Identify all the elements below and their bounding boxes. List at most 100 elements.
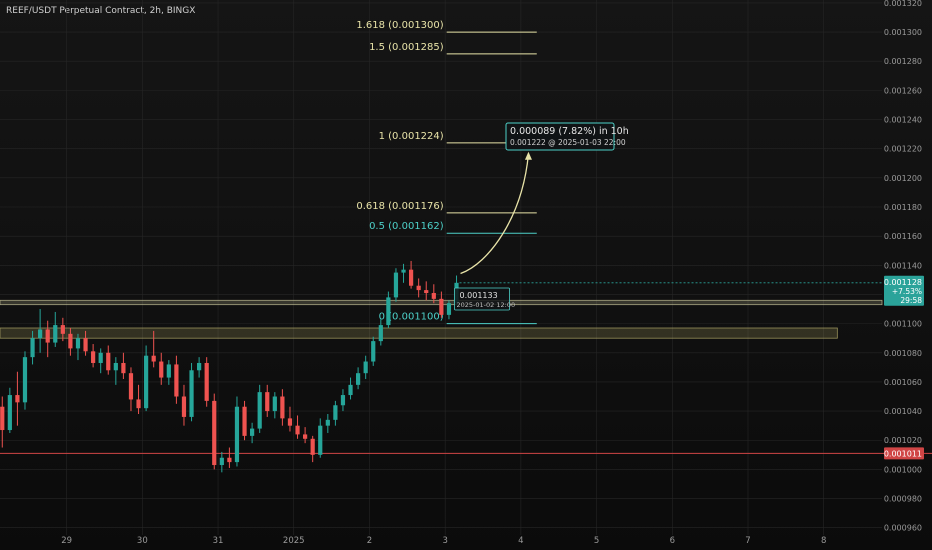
candle-down	[83, 338, 88, 352]
y-tick-label: 0.001220	[884, 145, 922, 154]
candle-up	[197, 362, 202, 371]
last-price-badge	[884, 275, 924, 306]
projection-arrow	[460, 153, 530, 275]
price-callout	[454, 287, 510, 311]
support-price-badge	[884, 447, 924, 460]
x-tick-label: 2	[367, 536, 372, 546]
fib-level-label: 0.5 (0.001162)	[369, 221, 444, 232]
y-tick-label: 0.001020	[884, 436, 922, 445]
candle-up	[325, 419, 330, 426]
candle-down	[106, 352, 111, 371]
candle-down	[45, 329, 50, 343]
y-tick-label: 0.001080	[884, 349, 922, 358]
candle-down	[0, 406, 5, 431]
candle-down	[68, 333, 73, 349]
candle-down	[265, 392, 270, 412]
bar-countdown: 29:58	[900, 296, 922, 305]
candle-up	[348, 384, 353, 396]
candle-down	[431, 293, 436, 299]
candle-up	[371, 341, 376, 362]
candle-up	[144, 355, 149, 409]
y-tick-label: 0.001240	[884, 116, 922, 125]
arrow-head	[524, 151, 532, 160]
support-price-value: 0.001011	[884, 449, 922, 458]
candle-down	[280, 396, 285, 419]
candle-up	[401, 269, 406, 273]
target-callout-main: 0.000089 (7.82%) in 10h	[510, 126, 629, 137]
candle-down	[242, 406, 247, 436]
candle-down	[15, 395, 20, 403]
candle-up	[250, 428, 255, 436]
candle-down	[287, 418, 293, 426]
last-price-value: 0.001128	[884, 278, 922, 287]
y-tick-label: 0.001060	[884, 378, 922, 387]
candle-down	[128, 373, 134, 400]
y-tick-label: 0.001280	[884, 57, 922, 66]
y-tick-label: 0.001300	[884, 28, 922, 37]
candle-up	[234, 406, 240, 463]
price-callout-value: 0.001133	[460, 291, 498, 300]
x-tick-label: 31	[213, 536, 224, 546]
x-tick-label: 2025	[283, 536, 305, 546]
candle-up	[257, 392, 262, 429]
x-tick-label: 29	[61, 536, 72, 546]
y-tick-label: 0.001260	[884, 86, 922, 95]
candle-down	[204, 362, 209, 401]
candle-down	[408, 269, 414, 286]
fib-level-label: 0.618 (0.001176)	[356, 201, 443, 212]
candle-up	[378, 325, 383, 342]
x-tick-label: 30	[137, 536, 148, 546]
candle-up	[333, 405, 338, 420]
x-tick-label: 3	[442, 536, 447, 546]
candle-down	[136, 399, 141, 409]
candle-down	[212, 400, 217, 466]
candle-up	[7, 395, 12, 431]
candle-down	[424, 290, 429, 294]
fib-level-label: 1.618 (0.001300)	[356, 20, 443, 31]
last-price-change: +7.53%	[892, 287, 922, 296]
candle-down	[295, 425, 300, 435]
y-tick-label: 0.001000	[884, 465, 922, 474]
fib-level-label: 0 (0.001100)	[379, 312, 444, 323]
candle-down	[310, 438, 315, 455]
candle-up	[75, 338, 81, 349]
candle-up	[22, 357, 28, 403]
x-tick-label: 5	[594, 536, 599, 546]
candle-down	[303, 434, 308, 439]
candle-down	[174, 364, 179, 397]
y-tick-label: 0.001320	[884, 0, 922, 8]
y-tick-label: 0.001160	[884, 232, 922, 241]
y-tick-label: 0.001100	[884, 320, 922, 329]
candle-up	[318, 425, 323, 455]
fib-level-label: 1 (0.001224)	[379, 131, 444, 142]
y-tick-label: 0.001180	[884, 203, 922, 212]
candle-down	[121, 362, 126, 374]
candle-down	[159, 361, 164, 378]
candle-down	[91, 351, 96, 363]
candle-down	[151, 355, 156, 362]
x-tick-label: 4	[518, 536, 523, 546]
candle-up	[30, 338, 35, 358]
target-callout-sub: 0.001222 @ 2025-01-03 22:00	[510, 138, 626, 147]
sr-zone	[0, 327, 838, 339]
chart-title: REEF/USDT Perpetual Contract, 2h, BINGX	[6, 6, 196, 16]
candle-up	[272, 396, 277, 412]
candle-up	[189, 370, 194, 417]
candle-up	[386, 297, 391, 326]
candle-up	[393, 272, 399, 298]
y-tick-label: 0.000980	[884, 495, 922, 504]
candle-down	[181, 396, 187, 417]
candle-up	[340, 395, 346, 406]
target-callout	[505, 122, 615, 151]
y-tick-label: 0.001140	[884, 261, 922, 270]
y-tick-label: 0.001200	[884, 174, 922, 183]
candle-up	[355, 373, 361, 385]
candle-up	[38, 329, 43, 339]
candle-down	[416, 285, 421, 291]
fib-level-label: 1.5 (0.001285)	[369, 42, 444, 53]
candle-up	[98, 352, 103, 363]
y-tick-label: 0.001040	[884, 407, 922, 416]
x-tick-label: 7	[745, 536, 750, 546]
